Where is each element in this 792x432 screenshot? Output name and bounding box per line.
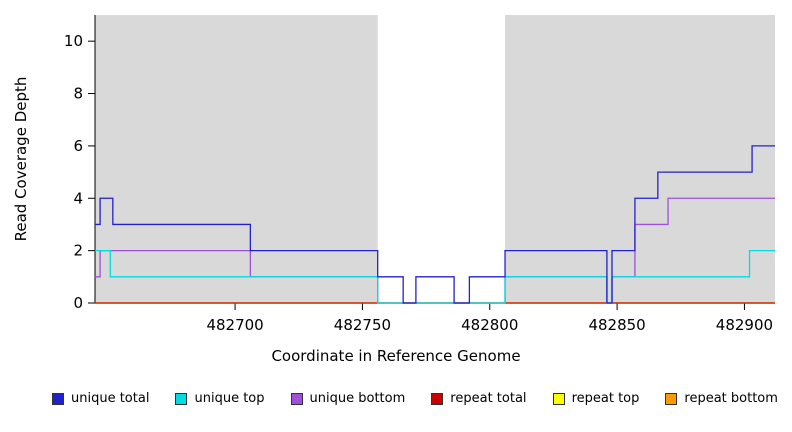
- x-tick-label: 482800: [461, 316, 518, 334]
- legend-swatch-icon: [552, 392, 565, 405]
- y-tick-label: 6: [73, 137, 83, 155]
- chart-legend: unique total unique top unique bottom repea…: [52, 391, 778, 406]
- legend-item-unique-bottom: unique bottom: [290, 391, 406, 406]
- y-tick-label: 4: [73, 189, 83, 207]
- x-tick-label: 482750: [334, 316, 391, 334]
- series-line-unique-total: [95, 145, 775, 304]
- legend-item-repeat-total: repeat total: [431, 391, 527, 406]
- legend-swatch-icon: [175, 392, 188, 405]
- series-line-unique-top: [95, 249, 775, 304]
- legend-label: unique top: [194, 391, 265, 406]
- x-axis-title: Coordinate in Reference Genome: [271, 347, 521, 365]
- y-tick-label: 8: [73, 85, 83, 103]
- y-tick-label: 0: [73, 294, 83, 312]
- legend-item-unique-top: unique top: [175, 391, 265, 406]
- y-tick-label: 2: [73, 242, 83, 260]
- legend-item-repeat-bottom: repeat bottom: [665, 391, 778, 406]
- legend-label: unique bottom: [309, 391, 406, 406]
- legend-swatch-icon: [290, 392, 303, 405]
- y-tick-label: 10: [64, 32, 83, 50]
- legend-swatch-icon: [52, 392, 64, 405]
- legend-swatch-icon: [665, 392, 678, 405]
- y-axis-title: Read Coverage Depth: [12, 77, 30, 242]
- legend-item-repeat-top: repeat top: [552, 391, 640, 406]
- legend-swatch-icon: [431, 392, 444, 405]
- highlight-region: [377, 15, 506, 303]
- legend-item-unique-total: unique total: [52, 391, 149, 406]
- legend-label: repeat top: [571, 391, 640, 406]
- x-tick-label: 482700: [206, 316, 263, 334]
- legend-label: repeat total: [450, 391, 527, 406]
- x-tick-label: 482900: [716, 316, 773, 334]
- legend-label: repeat bottom: [684, 391, 778, 406]
- x-tick-label: 482850: [588, 316, 645, 334]
- chart-svg: 482700 482750 482800 482850 482900 0 2 4 6 8 10 Rea…: [12, 15, 775, 334]
- legend-label: unique total: [71, 391, 150, 406]
